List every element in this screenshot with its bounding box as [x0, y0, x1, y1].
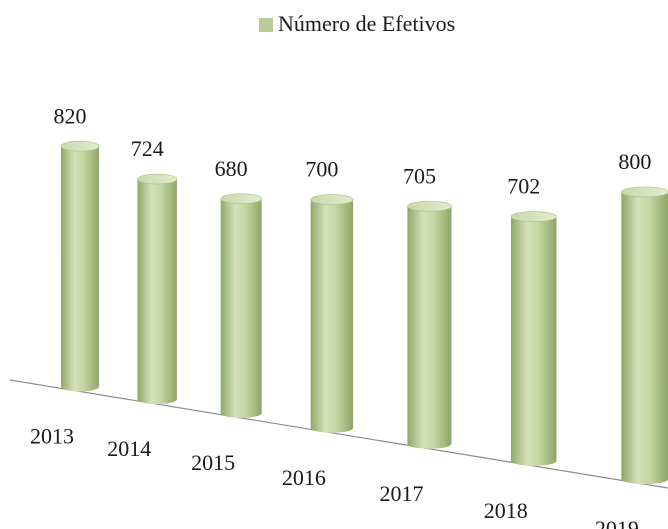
value-label: 705: [403, 163, 436, 188]
cylinder-top: [137, 173, 178, 185]
cylinder-body: [621, 191, 668, 485]
x-tick-label: 2017: [379, 481, 423, 506]
cylinder-body: [511, 216, 557, 466]
cylinder-body: [310, 199, 354, 433]
value-label: 680: [215, 156, 248, 181]
value-label: 702: [507, 174, 540, 199]
x-tick-label: 2013: [30, 424, 74, 449]
cylinder-body: [220, 198, 262, 418]
cylinder-body: [61, 146, 99, 392]
legend-label: Número de Efetivos: [278, 11, 455, 36]
base-line: [9, 379, 668, 489]
cylinder-top: [510, 211, 557, 222]
x-tick-label: 2019: [595, 516, 639, 529]
legend-swatch: [259, 18, 273, 32]
value-label: 700: [305, 157, 338, 182]
cylinder-top: [310, 194, 354, 205]
x-tick-label: 2014: [107, 436, 151, 461]
value-label: 820: [54, 103, 87, 128]
x-tick-label: 2018: [484, 498, 528, 523]
cylinder-top: [220, 193, 262, 205]
cylinder-top: [407, 200, 452, 212]
cylinder-body: [407, 206, 452, 449]
x-tick-label: 2015: [191, 450, 235, 475]
cylinder-body: [137, 179, 177, 405]
x-tick-label: 2016: [282, 465, 326, 490]
value-label: 800: [618, 149, 651, 174]
cylinder-top: [621, 186, 668, 198]
value-label: 724: [131, 136, 164, 161]
cylinder-top: [60, 140, 100, 152]
